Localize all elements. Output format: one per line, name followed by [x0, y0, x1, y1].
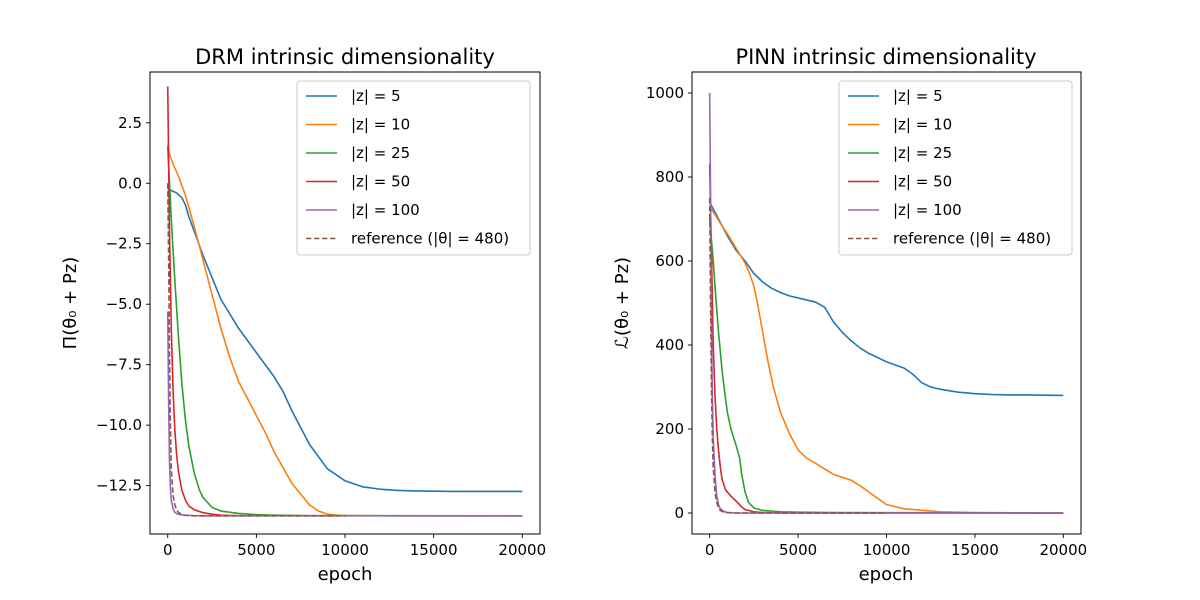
- pinn-y-tick-label: 800: [655, 168, 684, 186]
- drm-y-tick-label: −2.5: [106, 235, 142, 253]
- pinn-y-tick-label: 1000: [646, 84, 684, 102]
- pinn-legend: |z| = 5 |z| = 10 |z| = 25 |z| = 50 |z| = 100…: [838, 80, 1073, 256]
- drm-x-tick-label: 10000: [321, 541, 369, 559]
- drm-legend-label-2: |z| = 25: [351, 144, 410, 162]
- drm-x-tick-label: 0: [163, 541, 173, 559]
- pinn-series-line-0: [708, 201, 1064, 397]
- drm-plot-lines: [166, 86, 523, 517]
- drm-legend-label-3: |z| = 50: [351, 173, 410, 191]
- drm-x-tick-label: 20000: [498, 541, 546, 559]
- drm-legend: |z| = 5 |z| = 10 |z| = 25 |z| = 50 |z| = 100…: [296, 80, 531, 256]
- pinn-x-tick-label: 0: [705, 541, 715, 559]
- drm-legend-box: [296, 80, 531, 256]
- drm-chart: 0 5000 10000 15000 20000 2.5 0.0 −2.5 −5.0 −7.5 −1…: [60, 45, 546, 585]
- pinn-y-tick-label: 600: [655, 252, 684, 270]
- drm-y-tick-label: −7.5: [106, 356, 142, 374]
- pinn-chart: 0 5000 10000 15000 20000 0 200 400 600 800 1000 PI…: [612, 45, 1087, 585]
- drm-series-line-4: [166, 311, 523, 517]
- pinn-legend-label-0: |z| = 5: [893, 87, 943, 105]
- drm-series-line-0: [167, 189, 523, 493]
- pinn-series-line-5: [708, 197, 887, 514]
- pinn-x-axis-label: epoch: [859, 564, 914, 585]
- drm-legend-label-0: |z| = 5: [351, 87, 401, 105]
- drm-y-tick-label: 0.0: [118, 174, 142, 192]
- pinn-x-tick-label: 15000: [951, 541, 999, 559]
- pinn-legend-box: [838, 80, 1073, 256]
- drm-legend-label-4: |z| = 100: [351, 201, 420, 219]
- pinn-series-line-3: [708, 164, 1064, 514]
- pinn-legend-label-3: |z| = 50: [893, 173, 952, 191]
- drm-x-tick-label: 5000: [237, 541, 275, 559]
- pinn-series-line-1: [709, 205, 1064, 514]
- drm-legend-label-5: reference (|θ| = 480): [351, 230, 509, 248]
- pinn-x-tick-label: 10000: [863, 541, 911, 559]
- pinn-chart-title: PINN intrinsic dimensionality: [735, 45, 1036, 69]
- pinn-ticks: 0 5000 10000 15000 20000 0 200 400 600 800 1000: [646, 84, 1087, 559]
- drm-y-tick-label: −5.0: [106, 295, 142, 313]
- drm-series-line-3: [166, 86, 523, 517]
- pinn-y-axis-label: ℒ(θ₀ + Pz): [612, 257, 633, 349]
- drm-y-tick-label: −10.0: [96, 416, 142, 434]
- drm-x-tick-label: 15000: [410, 541, 458, 559]
- pinn-y-tick-label: 0: [674, 504, 684, 522]
- drm-x-axis-label: epoch: [318, 564, 373, 585]
- pinn-legend-label-1: |z| = 10: [893, 116, 952, 134]
- pinn-y-tick-label: 400: [655, 336, 684, 354]
- drm-legend-label-1: |z| = 10: [351, 116, 410, 134]
- drm-series-line-5: [166, 183, 345, 517]
- pinn-x-tick-label: 5000: [779, 541, 817, 559]
- pinn-legend-label-5: reference (|θ| = 480): [893, 230, 1051, 248]
- pinn-y-tick-label: 200: [655, 420, 684, 438]
- drm-ticks: 0 5000 10000 15000 20000 2.5 0.0 −2.5 −5.0 −7.5 −1…: [96, 114, 546, 559]
- pinn-legend-label-4: |z| = 100: [893, 201, 962, 219]
- drm-series-line-2: [166, 146, 523, 517]
- drm-y-tick-label: 2.5: [118, 114, 142, 132]
- pinn-plot-lines: [708, 92, 1064, 514]
- drm-y-tick-label: −12.5: [96, 477, 142, 495]
- drm-chart-title: DRM intrinsic dimensionality: [195, 45, 495, 69]
- pinn-series-line-2: [708, 218, 1064, 514]
- pinn-legend-label-2: |z| = 25: [893, 144, 952, 162]
- drm-y-axis-label: Π(θ₀ + Pz): [60, 257, 81, 350]
- pinn-x-tick-label: 20000: [1039, 541, 1087, 559]
